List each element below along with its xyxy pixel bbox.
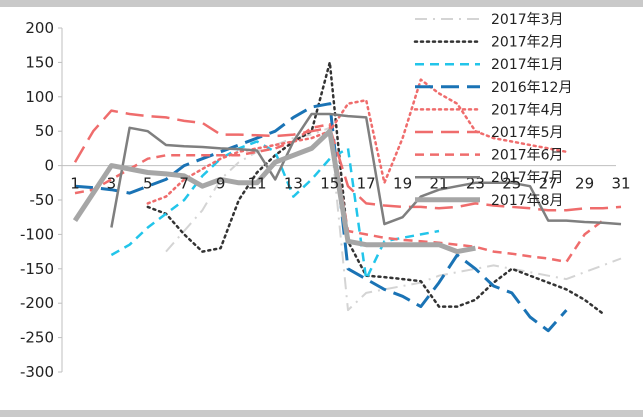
x-tick-label: 31 (611, 175, 630, 193)
legend-label: 2017年5月 (491, 125, 564, 141)
y-tick-label: 50 (35, 122, 54, 140)
x-tick-label: 29 (575, 175, 594, 193)
series-line-8 (110, 112, 622, 228)
y-tick-label: -100 (20, 225, 54, 243)
x-tick-label: 5 (143, 175, 153, 193)
y-tick-label: -200 (20, 294, 54, 312)
legend-label: 2016年12月 (491, 80, 572, 96)
y-tick-label: -250 (20, 329, 54, 347)
y-tick-label: 100 (25, 88, 54, 106)
top-border (0, 0, 643, 7)
series-line-3 (110, 140, 440, 281)
x-tick-label: 9 (216, 175, 226, 193)
x-tick-label: 27 (539, 175, 558, 193)
x-tick-label: 17 (357, 175, 376, 193)
x-tick-label: 19 (393, 175, 412, 193)
series-line-9 (72, 128, 476, 255)
series-line-5 (146, 78, 568, 205)
x-tick-label: 1 (70, 175, 80, 193)
x-tick-label: 11 (247, 175, 266, 193)
series-line-2 (146, 61, 605, 315)
x-tick-label: 13 (284, 175, 303, 193)
y-tick-label: -300 (20, 363, 54, 381)
legend-label: 2017年3月 (491, 12, 564, 28)
x-tick-label: 23 (466, 175, 485, 193)
x-tick-label: 7 (179, 175, 189, 193)
y-tick-label: 150 (25, 53, 54, 71)
y-tick-label: 0 (44, 157, 54, 175)
x-tick-label: 21 (429, 175, 448, 193)
x-tick-label: 15 (320, 175, 339, 193)
x-tick-label: 25 (502, 175, 521, 193)
y-tick-label: 200 (25, 19, 54, 37)
series-line-4 (74, 102, 568, 333)
x-tick-label: 3 (107, 175, 117, 193)
legend-label: 2017年4月 (491, 102, 564, 118)
legend-label: 2017年6月 (491, 148, 564, 164)
legend-label: 2017年1月 (491, 57, 564, 73)
bottom-border (0, 410, 643, 417)
legend-label: 2017年7月 (491, 170, 564, 186)
series-line-7 (74, 123, 604, 264)
legend-label: 2017年2月 (491, 35, 564, 51)
series-line-6 (73, 109, 622, 212)
y-tick-label: -50 (30, 191, 55, 209)
y-tick-label: -150 (20, 260, 54, 278)
legend-label: 2017年8月 (491, 193, 564, 209)
